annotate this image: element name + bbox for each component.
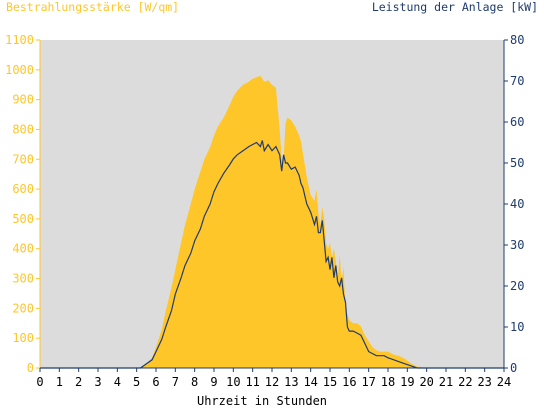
x-tick-label: 22 <box>458 375 472 389</box>
x-tick-label: 12 <box>265 375 279 389</box>
left-tick-label: 600 <box>12 182 34 196</box>
right-ticks: 0 10 20 30 40 50 60 70 80 <box>504 33 524 375</box>
x-tick-label: 23 <box>477 375 491 389</box>
x-tick-label: 11 <box>245 375 259 389</box>
x-tick-label: 20 <box>419 375 433 389</box>
x-tick-label: 15 <box>323 375 337 389</box>
x-tick-label: 3 <box>94 375 101 389</box>
right-tick-label: 20 <box>510 279 524 293</box>
x-tick-label: 21 <box>439 375 453 389</box>
x-tick-label: 18 <box>381 375 395 389</box>
left-tick-label: 900 <box>12 93 34 107</box>
left-tick-label: 200 <box>12 301 34 315</box>
right-tick-label: 0 <box>510 361 517 375</box>
left-tick-label: 800 <box>12 122 34 136</box>
x-tick-label: 14 <box>303 375 317 389</box>
right-tick-label: 80 <box>510 33 524 47</box>
x-tick-label: 2 <box>75 375 82 389</box>
x-tick-label: 5 <box>133 375 140 389</box>
right-tick-label: 70 <box>510 74 524 88</box>
x-ticks: 0 1 2 3 4 5 6 7 8 9 10 11 12 13 14 15 16 17 18 19 20 21 22 23 24 <box>36 368 511 389</box>
irradiance-area <box>40 75 504 369</box>
x-tick-label: 19 <box>400 375 414 389</box>
x-tick-label: 1 <box>56 375 63 389</box>
left-tick-label: 400 <box>12 242 34 256</box>
left-tick-label: 1000 <box>5 63 34 77</box>
x-tick-label: 24 <box>497 375 511 389</box>
right-axis-title: Leistung der Anlage [kW] <box>372 0 538 14</box>
right-tick-label: 40 <box>510 197 524 211</box>
right-tick-label: 60 <box>510 115 524 129</box>
x-tick-label: 6 <box>152 375 159 389</box>
x-tick-label: 4 <box>114 375 121 389</box>
right-tick-label: 50 <box>510 156 524 170</box>
x-tick-label: 0 <box>36 375 43 389</box>
x-tick-label: 13 <box>284 375 298 389</box>
left-ticks: 0 100 200 300 400 500 600 700 800 900 1000 1100 <box>5 33 40 375</box>
x-tick-label: 7 <box>172 375 179 389</box>
x-tick-label: 16 <box>342 375 356 389</box>
left-tick-label: 0 <box>27 361 34 375</box>
x-tick-label: 17 <box>361 375 375 389</box>
left-tick-label: 500 <box>12 212 34 226</box>
right-tick-label: 30 <box>510 238 524 252</box>
x-axis-title: Uhrzeit in Stunden <box>197 394 327 408</box>
left-tick-label: 1100 <box>5 33 34 47</box>
left-tick-label: 700 <box>12 152 34 166</box>
x-tick-label: 9 <box>210 375 217 389</box>
x-tick-label: 10 <box>226 375 240 389</box>
left-axis-title: Bestrahlungsstärke [W/qm] <box>6 0 179 14</box>
power-line <box>40 140 504 369</box>
x-tick-label: 8 <box>191 375 198 389</box>
left-tick-label: 300 <box>12 272 34 286</box>
left-tick-label: 100 <box>12 331 34 345</box>
right-tick-label: 10 <box>510 320 524 334</box>
